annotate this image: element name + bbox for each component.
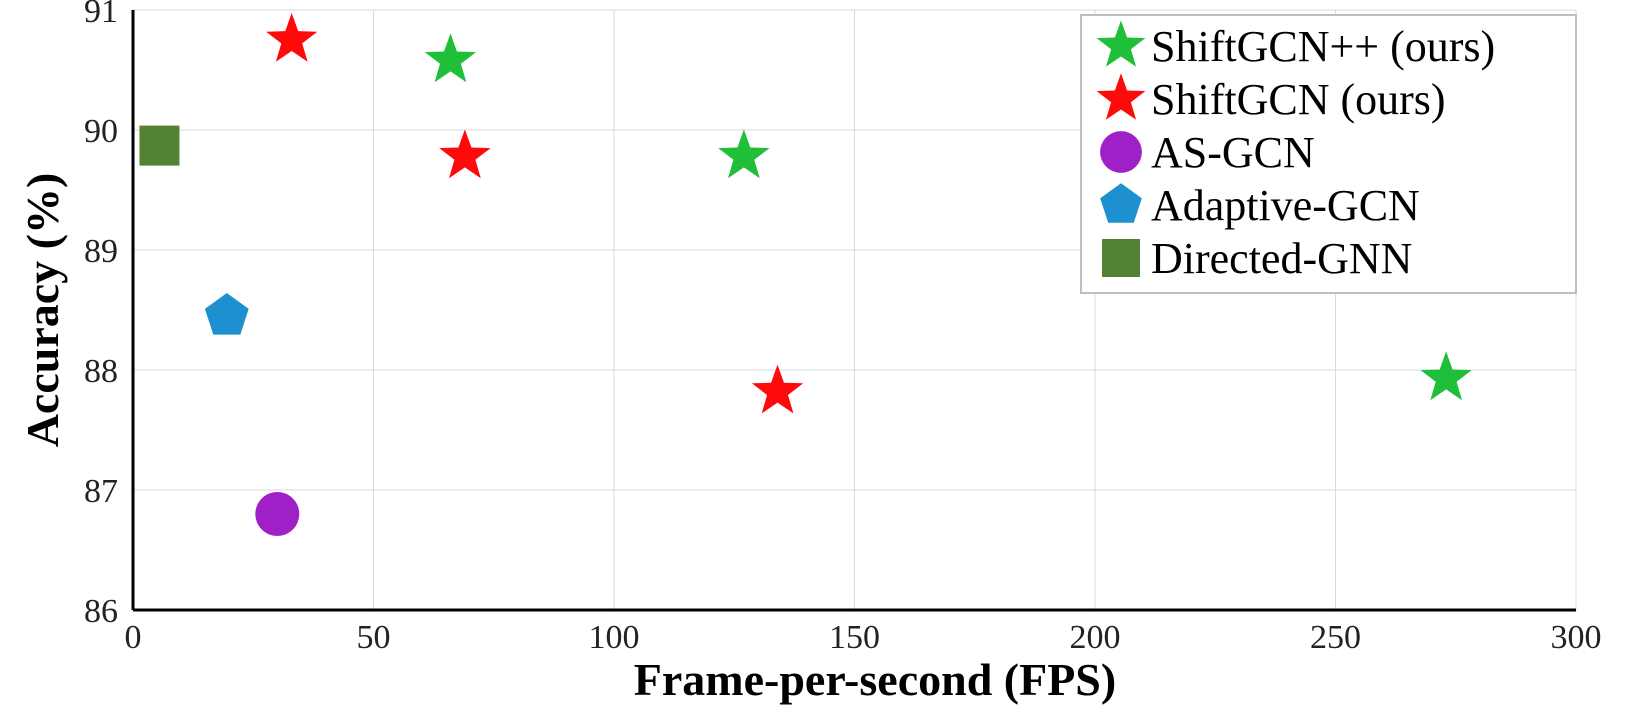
x-tick-label: 150 <box>829 619 880 656</box>
axes <box>131 10 1576 612</box>
data-point-pentagon <box>204 293 249 335</box>
data-point-square <box>139 125 180 166</box>
x-tick-label: 50 <box>357 619 391 656</box>
legend-box <box>1080 14 1577 294</box>
y-tick-label: 90 <box>84 113 118 150</box>
legend-entry-label: Adaptive-GCN <box>1151 181 1420 230</box>
data-point-star <box>266 13 318 62</box>
data-point-star <box>1420 351 1472 401</box>
legend-entry-label: ShiftGCN (ours) <box>1151 75 1446 124</box>
x-tick-label: 250 <box>1310 619 1361 656</box>
x-tick-label: 300 <box>1551 619 1602 656</box>
x-axis-label: Frame-per-second (FPS) <box>634 654 1116 705</box>
legend-entry-label: AS-GCN <box>1151 128 1315 177</box>
legend-marker-pentagon <box>1100 183 1142 223</box>
y-axis-label: Accuracy (%) <box>17 173 68 448</box>
y-tick-label: 91 <box>84 0 118 30</box>
legend-marker-square <box>1102 239 1140 277</box>
x-tick-label: 0 <box>125 619 142 656</box>
legend-entry-label: ShiftGCN++ (ours) <box>1151 22 1495 71</box>
legend-entry-label: Directed-GNN <box>1151 234 1412 283</box>
y-tick-label: 87 <box>84 473 118 510</box>
tick-labels: 0 50 100 150 200 250 300 86 87 88 89 90 91 <box>84 0 1602 656</box>
data-point-star <box>718 129 770 179</box>
legend-marker-star <box>1096 73 1146 120</box>
legend-marker-star <box>1096 20 1146 67</box>
data-point-star <box>439 129 491 179</box>
x-tick-label: 100 <box>589 619 640 656</box>
legend-marker-circle <box>1100 131 1142 173</box>
legend: ShiftGCN++ (ours)ShiftGCN (ours)AS-GCNAd… <box>1080 14 1577 294</box>
y-tick-label: 86 <box>84 593 118 630</box>
data-point-star <box>424 33 477 83</box>
data-point-star <box>751 364 804 414</box>
y-tick-label: 89 <box>84 233 118 270</box>
data-point-circle <box>255 492 300 536</box>
y-tick-label: 88 <box>84 353 118 390</box>
data-points <box>139 13 1472 536</box>
x-tick-label: 200 <box>1070 619 1121 656</box>
